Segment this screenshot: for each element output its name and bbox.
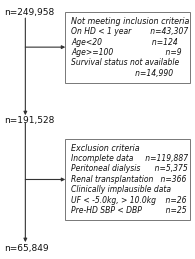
- Text: Renal transplantation   n=366: Renal transplantation n=366: [71, 175, 187, 184]
- Text: Pre-HD SBP < DBP          n=25: Pre-HD SBP < DBP n=25: [71, 206, 187, 215]
- Text: n=191,528: n=191,528: [4, 116, 54, 125]
- Text: Incomplete data     n=119,887: Incomplete data n=119,887: [71, 154, 188, 163]
- Text: Not meeting inclusion criteria: Not meeting inclusion criteria: [71, 17, 190, 26]
- Text: On HD < 1 year        n=43,307: On HD < 1 year n=43,307: [71, 27, 188, 36]
- Text: Exclusion criteria: Exclusion criteria: [71, 144, 140, 153]
- Text: Age<20                     n=124: Age<20 n=124: [71, 38, 178, 47]
- FancyBboxPatch shape: [65, 139, 190, 220]
- FancyBboxPatch shape: [65, 12, 190, 83]
- Text: Clinically implausible data: Clinically implausible data: [71, 185, 171, 194]
- Text: Peritoneal dialysis      n=5,375: Peritoneal dialysis n=5,375: [71, 164, 188, 174]
- Text: n=14,990: n=14,990: [71, 69, 173, 78]
- Text: Survival status not available: Survival status not available: [71, 58, 179, 67]
- Text: n=65,849: n=65,849: [4, 244, 49, 253]
- Text: Age>=100                      n=9: Age>=100 n=9: [71, 48, 182, 57]
- Text: UF < -5.0kg, > 10.0kg    n=26: UF < -5.0kg, > 10.0kg n=26: [71, 196, 187, 205]
- Text: n=249,958: n=249,958: [4, 9, 54, 17]
